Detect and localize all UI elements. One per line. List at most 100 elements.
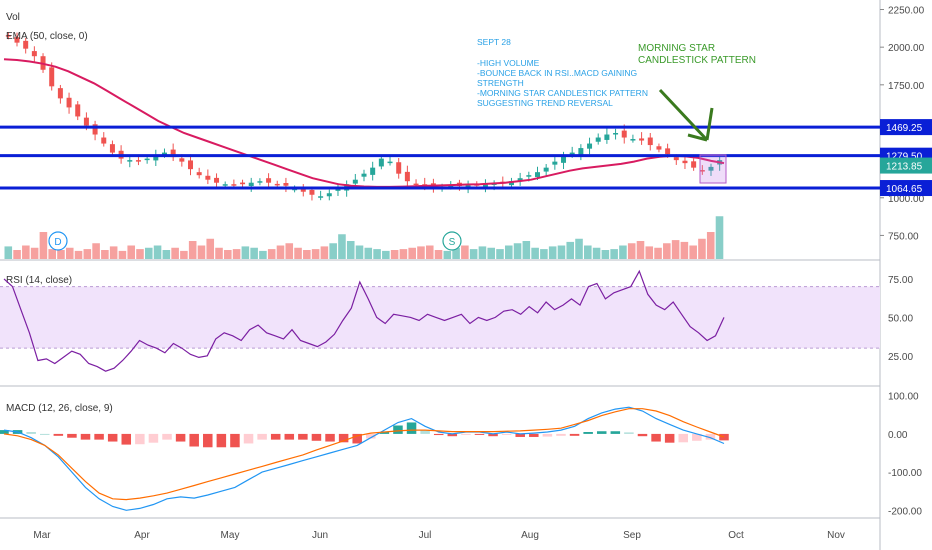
volume-bar bbox=[434, 250, 443, 259]
pattern-title: CANDLESTICK PATTERN bbox=[638, 55, 756, 66]
macd-histogram-bar bbox=[94, 433, 104, 440]
signal-line bbox=[3, 408, 725, 501]
dividend-badge-label: D bbox=[54, 237, 61, 248]
volume-bar bbox=[355, 245, 364, 259]
macd-histogram-bar bbox=[393, 425, 403, 434]
volume-bar bbox=[504, 245, 513, 259]
macd-histogram-bar bbox=[420, 430, 430, 434]
macd-tick-label: 100.00 bbox=[888, 392, 919, 403]
candle-body bbox=[49, 67, 55, 87]
volume-bar bbox=[487, 247, 496, 259]
macd-legend: MACD (12, 26, close, 9) bbox=[6, 403, 113, 414]
rsi-legend: RSI (14, close) bbox=[6, 275, 72, 286]
volume-bar bbox=[399, 249, 408, 259]
volume-bar bbox=[118, 250, 127, 259]
dividend-badge[interactable] bbox=[48, 231, 68, 251]
macd-histogram-bar bbox=[406, 422, 417, 434]
macd-histogram-bar bbox=[447, 433, 458, 437]
rsi-band bbox=[0, 286, 880, 349]
annotation-line: STRENGTH bbox=[477, 78, 524, 88]
volume-bar bbox=[83, 249, 92, 259]
volume-bar bbox=[619, 245, 627, 259]
volume-bar bbox=[74, 250, 83, 259]
volume-bar bbox=[232, 249, 241, 259]
volume-bar bbox=[496, 249, 504, 259]
volume-bar bbox=[610, 249, 618, 259]
volume-bar bbox=[575, 238, 583, 259]
macd-histogram-bar bbox=[692, 433, 702, 441]
macd-histogram-bar bbox=[651, 433, 661, 442]
candle-body bbox=[231, 184, 237, 186]
rsi-tick-label: 75.00 bbox=[888, 275, 913, 286]
macd-histogram-bar bbox=[53, 433, 64, 436]
candle-body bbox=[127, 160, 133, 162]
volume-bar bbox=[92, 243, 100, 259]
volume-bar bbox=[30, 247, 39, 259]
macd-histogram-bar bbox=[529, 433, 539, 437]
candle-body bbox=[14, 37, 20, 43]
candle-body bbox=[552, 161, 558, 165]
candle-body bbox=[682, 160, 688, 164]
macd-histogram-bar bbox=[230, 433, 240, 448]
volume-bar bbox=[250, 247, 258, 259]
candle-body bbox=[534, 172, 540, 177]
macd-histogram-bar bbox=[664, 433, 675, 443]
arrow-head bbox=[705, 107, 714, 141]
candle-body bbox=[448, 185, 454, 188]
volume-bar bbox=[206, 238, 215, 259]
x-tick-label: Jul bbox=[419, 530, 432, 541]
candle-body bbox=[361, 173, 367, 177]
volume-bar bbox=[127, 245, 136, 259]
volume-bar bbox=[48, 249, 56, 259]
volume-bar bbox=[162, 250, 171, 259]
volume-bar bbox=[390, 250, 399, 259]
macd-histogram-bar bbox=[352, 433, 362, 444]
volume-bar bbox=[592, 247, 601, 259]
volume-bar bbox=[101, 250, 109, 259]
candle-body bbox=[274, 183, 280, 186]
volume-bar bbox=[171, 247, 179, 259]
candle-body bbox=[639, 138, 645, 141]
split-badge[interactable] bbox=[442, 231, 462, 251]
volume-bar bbox=[364, 247, 373, 259]
candle-body bbox=[335, 188, 341, 191]
volume-bar bbox=[180, 250, 188, 259]
candle-body bbox=[708, 166, 714, 171]
volume-bar bbox=[531, 247, 539, 259]
candles bbox=[5, 32, 723, 201]
candle-body bbox=[23, 40, 29, 49]
macd-histogram-bar bbox=[284, 433, 295, 440]
macd-histogram-bar bbox=[501, 433, 512, 435]
candle-body bbox=[673, 157, 679, 161]
y-tick-label: 2000.00 bbox=[888, 43, 925, 54]
axes: 2250.002000.001750.001500.001250.001000.… bbox=[33, 6, 932, 541]
macd-line bbox=[3, 406, 725, 511]
candle-body bbox=[630, 139, 636, 141]
macd-histogram-bar bbox=[270, 433, 281, 440]
candle-body bbox=[179, 158, 185, 162]
volume-bars bbox=[4, 216, 724, 259]
candle-body bbox=[482, 184, 488, 188]
volume-bar bbox=[452, 247, 460, 259]
volume-bar bbox=[13, 250, 21, 259]
x-tick-label: Sep bbox=[623, 530, 641, 541]
candle-body bbox=[196, 172, 202, 176]
candle-body bbox=[326, 193, 332, 197]
volume-bar bbox=[285, 243, 294, 259]
volume-bar bbox=[136, 249, 144, 259]
ema-legend: EMA (50, close, 0) bbox=[6, 31, 88, 42]
candle-body bbox=[561, 155, 567, 163]
candle-body bbox=[66, 97, 72, 108]
macd-histogram-bar bbox=[515, 433, 525, 437]
macd-histogram-bar bbox=[569, 433, 580, 436]
rsi-line bbox=[3, 269, 725, 372]
candle-body bbox=[188, 160, 194, 170]
volume-bar bbox=[338, 234, 346, 259]
macd-histogram-bar bbox=[189, 433, 199, 447]
volume-bar bbox=[663, 243, 671, 259]
level-tag-label: 1469.25 bbox=[886, 123, 923, 134]
x-tick-label: Apr bbox=[134, 530, 150, 541]
candle-body bbox=[161, 152, 167, 155]
macd-histogram-bar bbox=[542, 433, 553, 437]
